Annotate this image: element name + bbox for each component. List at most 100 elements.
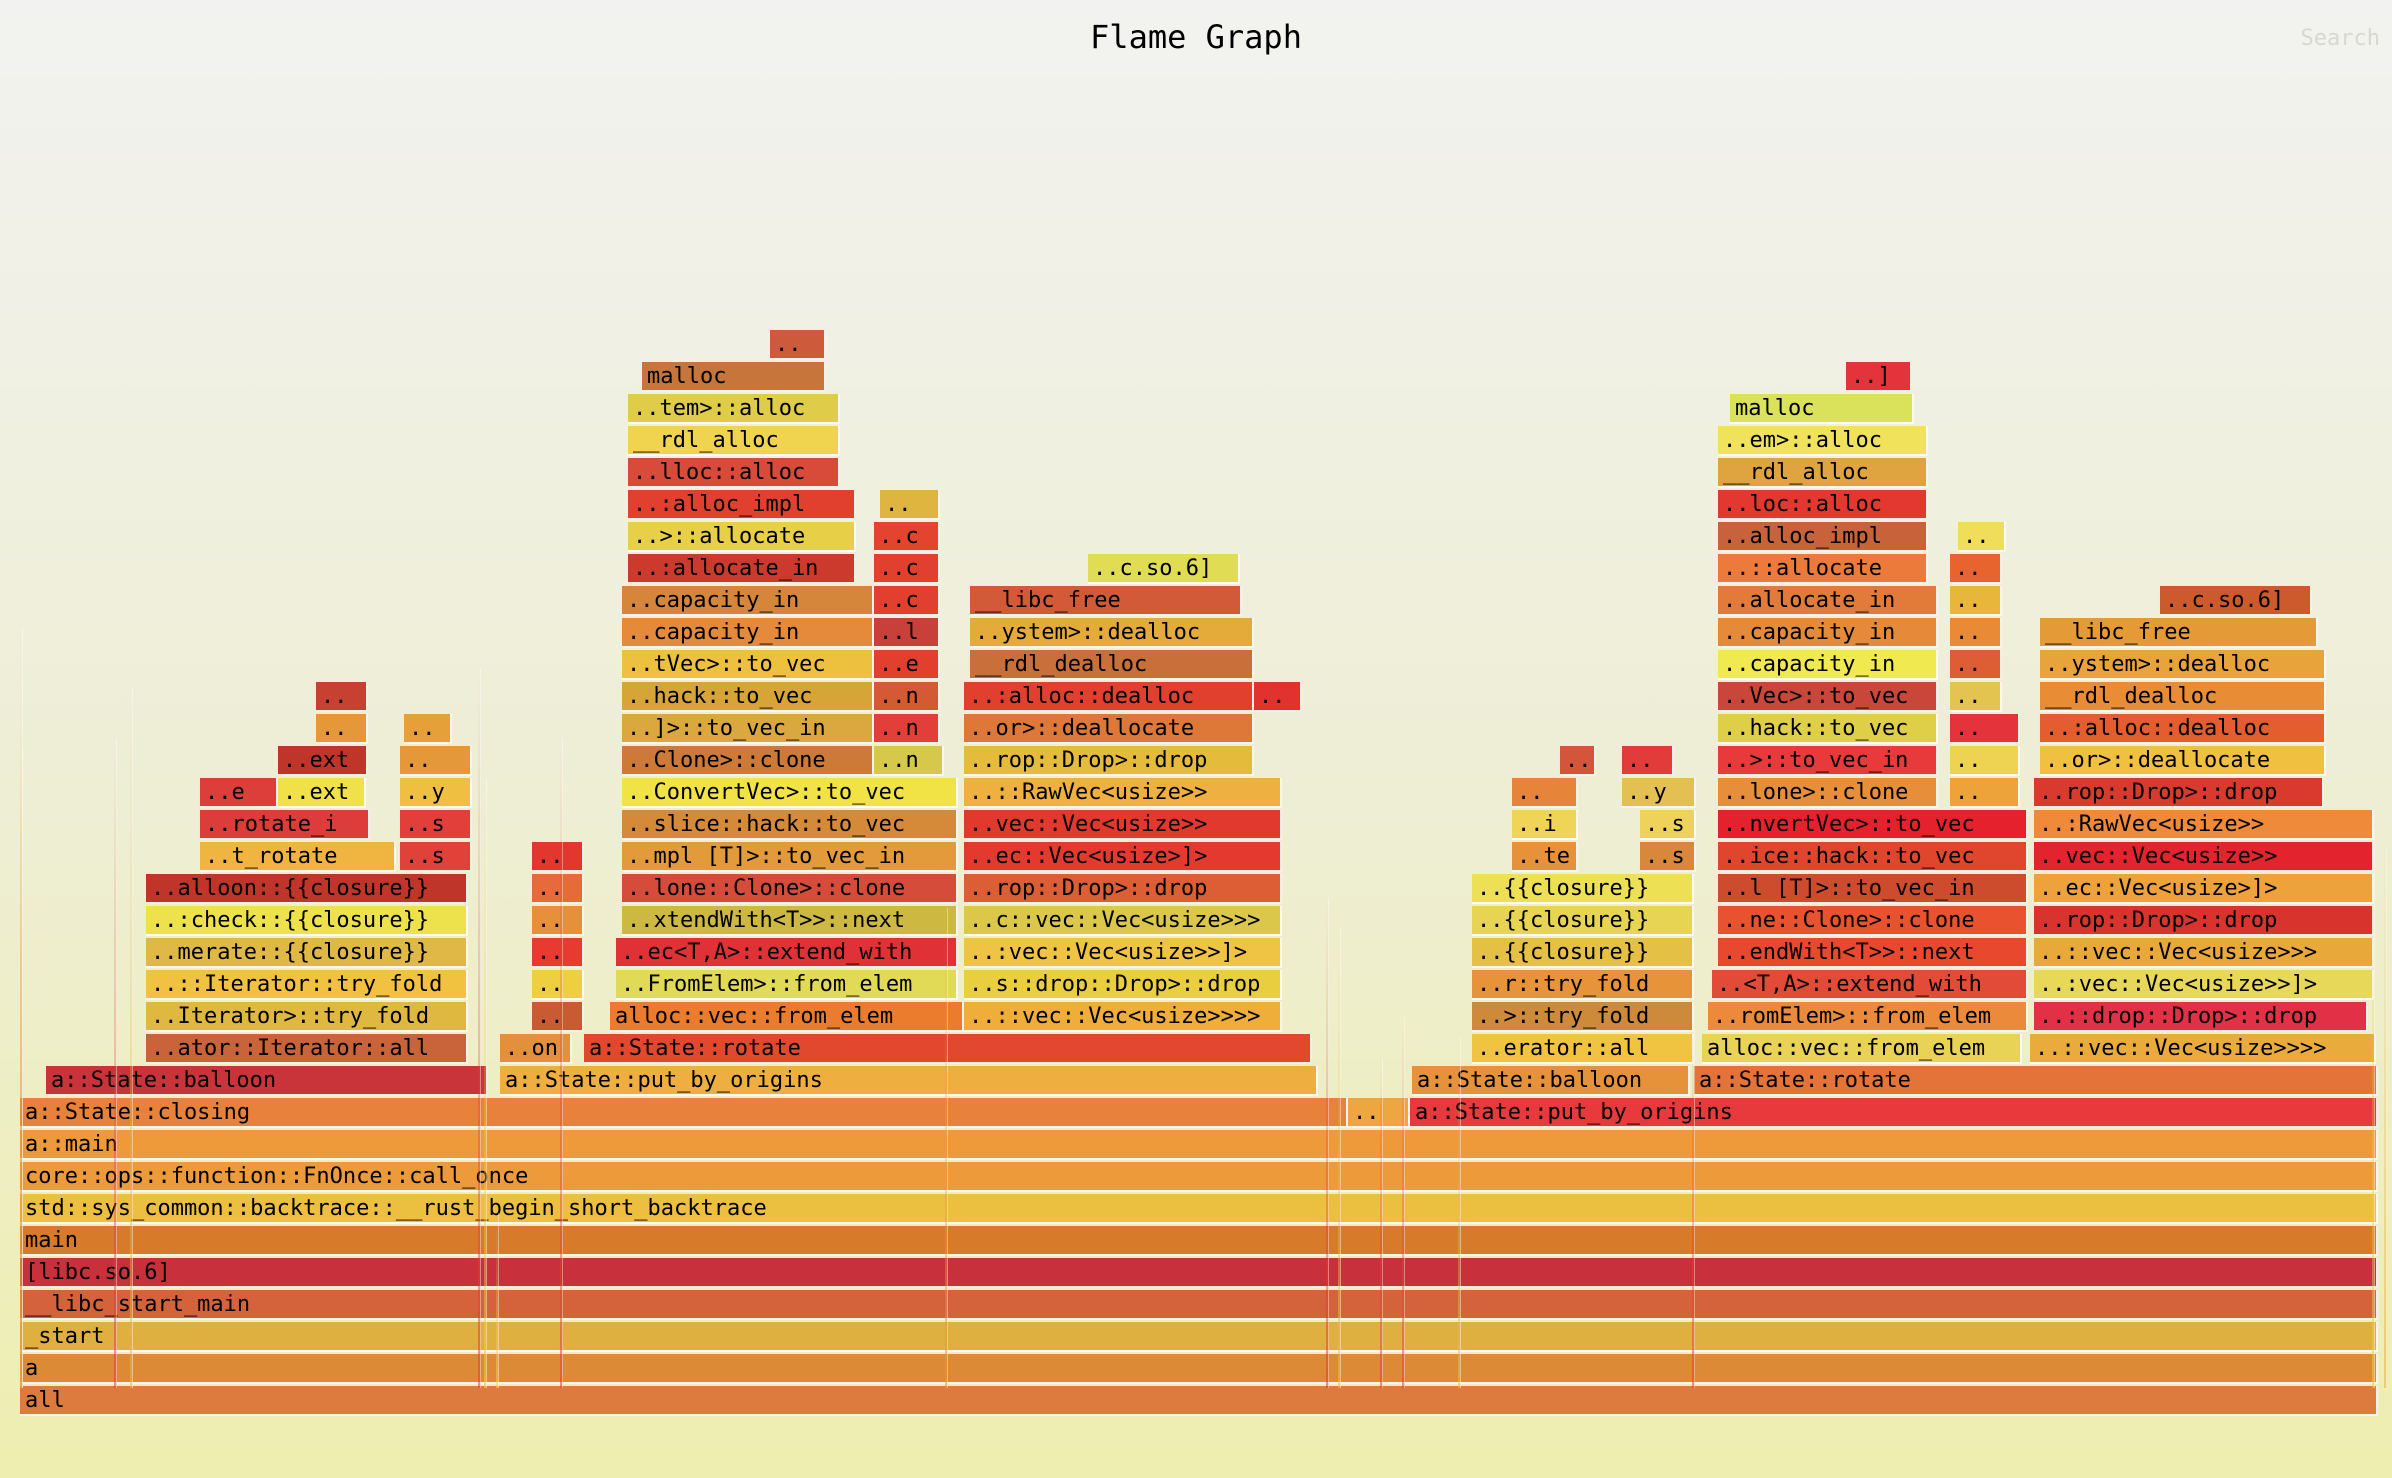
flame-frame[interactable]: .. [1958, 522, 2006, 552]
flame-frame[interactable]: [libc.so.6] [20, 1258, 2378, 1288]
flame-frame[interactable]: ..i [1512, 810, 1578, 840]
flame-frame[interactable]: ..vec::Vec<usize>> [964, 810, 1282, 840]
flame-frame[interactable]: .. [532, 970, 584, 1000]
flame-frame[interactable]: ..or>::deallocate [964, 714, 1254, 744]
flame-frame[interactable]: ..lone>::clone [1718, 778, 1938, 808]
flame-frame[interactable]: ..:allocate_in [628, 554, 856, 584]
flame-frame[interactable]: ..ystem>::dealloc [970, 618, 1254, 648]
flame-frame[interactable]: a::State::put_by_origins [500, 1066, 1318, 1096]
flame-frame[interactable]: ..xtendWith<T>>::next [622, 906, 958, 936]
flame-frame[interactable]: ..ec::Vec<usize>]> [2034, 874, 2374, 904]
flame-frame[interactable]: .. [400, 746, 472, 776]
flame-frame[interactable]: .. [1950, 586, 2002, 616]
flame-frame[interactable]: ..Clone>::clone [622, 746, 874, 776]
flame-frame[interactable]: ..FromElem>::from_elem [616, 970, 958, 1000]
flame-frame[interactable]: .. [1950, 682, 2002, 712]
flame-frame[interactable]: ..c::vec::Vec<usize>>> [964, 906, 1282, 936]
flame-frame[interactable]: ..n [874, 682, 940, 712]
flame-frame[interactable]: ..::vec::Vec<usize>>>> [2030, 1034, 2376, 1064]
flame-frame[interactable]: ..::Iterator::try_fold [146, 970, 468, 1000]
flame-frame[interactable]: ..::drop::Drop>::drop [2034, 1002, 2368, 1032]
flame-frame[interactable]: ..slice::hack::to_vec [622, 810, 958, 840]
flame-frame[interactable]: ..:alloc_impl [628, 490, 856, 520]
flame-frame[interactable]: alloc::vec::from_elem [1702, 1034, 2022, 1064]
flame-frame[interactable]: ..capacity_in [622, 586, 874, 616]
flame-frame[interactable]: ..c [874, 522, 940, 552]
flame-frame[interactable]: a::State::balloon [1412, 1066, 1690, 1096]
flame-frame[interactable]: a::State::put_by_origins [1410, 1098, 2378, 1128]
flame-frame[interactable]: alloc::vec::from_elem [610, 1002, 964, 1032]
flame-frame[interactable]: ..c [874, 586, 940, 616]
flame-frame[interactable]: __libc_start_main [20, 1290, 2378, 1320]
flame-frame[interactable]: ..lloc::alloc [628, 458, 840, 488]
flame-frame[interactable]: .. [770, 330, 826, 360]
flame-frame[interactable]: ..::vec::Vec<usize>>> [2034, 938, 2374, 968]
flame-frame[interactable]: ..:vec::Vec<usize>>]> [964, 938, 1282, 968]
flame-frame[interactable]: .. [532, 842, 584, 872]
flame-frame[interactable]: ..em>::alloc [1718, 426, 1928, 456]
flame-frame[interactable]: a::State::closing [20, 1098, 1348, 1128]
flame-frame[interactable]: ..loc::alloc [1718, 490, 1928, 520]
flame-frame[interactable]: ..capacity_in [622, 618, 874, 648]
flame-frame[interactable]: ..Vec>::to_vec [1718, 682, 1938, 712]
flame-frame[interactable]: ..rop::Drop>::drop [964, 746, 1254, 776]
flame-frame[interactable]: ..alloc_impl [1718, 522, 1928, 552]
flame-frame[interactable]: a::main [20, 1130, 2378, 1160]
flame-frame[interactable]: ..mpl [T]>::to_vec_in [622, 842, 958, 872]
flame-frame[interactable]: ..:vec::Vec<usize>>]> [2034, 970, 2374, 1000]
flame-frame[interactable]: ..l [874, 618, 940, 648]
flame-frame[interactable]: ..y [400, 778, 472, 808]
flame-frame[interactable]: .. [1950, 650, 2002, 680]
flame-frame[interactable]: .. [316, 714, 368, 744]
flame-frame[interactable]: ..y [1622, 778, 1696, 808]
flame-frame[interactable]: ..ConvertVec>::to_vec [622, 778, 958, 808]
flame-frame[interactable]: all [20, 1386, 2378, 1416]
flame-frame[interactable]: ..c.so.6] [2160, 586, 2312, 616]
flame-frame[interactable]: ..vec::Vec<usize>> [2034, 842, 2374, 872]
flame-frame[interactable]: ..<T,A>::extend_with [1712, 970, 2028, 1000]
flame-frame[interactable]: .. [404, 714, 452, 744]
flame-frame[interactable]: a::State::balloon [46, 1066, 488, 1096]
flame-frame[interactable]: ..s::drop::Drop>::drop [964, 970, 1282, 1000]
flame-frame[interactable]: ..l [T]>::to_vec_in [1718, 874, 2028, 904]
flame-frame[interactable]: ..Iterator>::try_fold [146, 1002, 468, 1032]
flame-frame[interactable]: malloc [1730, 394, 1914, 424]
flame-frame[interactable]: ..e [874, 650, 940, 680]
flame-frame[interactable]: ..ext [278, 778, 366, 808]
search-button[interactable]: Search [2300, 26, 2380, 51]
flame-frame[interactable]: ..ec<T,A>::extend_with [616, 938, 958, 968]
flame-frame[interactable]: ..merate::{{closure}} [146, 938, 468, 968]
flame-frame[interactable]: ..n [874, 714, 940, 744]
flame-frame[interactable]: ..e [200, 778, 278, 808]
flame-frame[interactable]: .. [1622, 746, 1674, 776]
flame-frame[interactable]: .. [1512, 778, 1578, 808]
flame-frame[interactable]: .. [1950, 778, 2020, 808]
flame-frame[interactable]: ..nvertVec>::to_vec [1718, 810, 2028, 840]
flame-frame[interactable]: ..rotate_i [200, 810, 370, 840]
flame-frame[interactable]: __libc_free [2040, 618, 2318, 648]
flame-frame[interactable]: .. [1254, 682, 1302, 712]
flame-frame[interactable]: ..t_rotate [200, 842, 396, 872]
flame-frame[interactable]: ..>::try_fold [1472, 1002, 1694, 1032]
flame-frame[interactable]: core::ops::function::FnOnce::call_once [20, 1162, 2378, 1192]
flame-frame[interactable]: .. [532, 938, 584, 968]
flame-frame[interactable]: ..rop::Drop>::drop [964, 874, 1282, 904]
flame-frame[interactable]: ..lone::Clone>::clone [622, 874, 958, 904]
flame-frame[interactable]: .. [1950, 746, 2020, 776]
flame-frame[interactable]: ..::allocate [1718, 554, 1928, 584]
flame-frame[interactable]: .. [1348, 1098, 1410, 1128]
flame-frame[interactable]: ..ne::Clone>::clone [1718, 906, 2028, 936]
flame-frame[interactable]: ..{{closure}} [1472, 906, 1694, 936]
flame-frame[interactable]: ..>::to_vec_in [1718, 746, 1938, 776]
flame-frame[interactable]: ..ystem>::dealloc [2040, 650, 2326, 680]
flame-frame[interactable]: ..capacity_in [1718, 650, 1938, 680]
flame-frame[interactable]: malloc [642, 362, 826, 392]
flame-frame[interactable]: ..endWith<T>>::next [1718, 938, 2028, 968]
flame-frame[interactable]: ..or>::deallocate [2040, 746, 2326, 776]
flame-frame[interactable]: ..capacity_in [1718, 618, 1938, 648]
flame-frame[interactable]: ..erator::all [1472, 1034, 1694, 1064]
flame-frame[interactable]: ..rop::Drop>::drop [2034, 906, 2374, 936]
flame-frame[interactable]: main [20, 1226, 2378, 1256]
flame-frame[interactable]: ..tVec>::to_vec [622, 650, 874, 680]
flame-frame[interactable]: ..alloon::{{closure}} [146, 874, 468, 904]
